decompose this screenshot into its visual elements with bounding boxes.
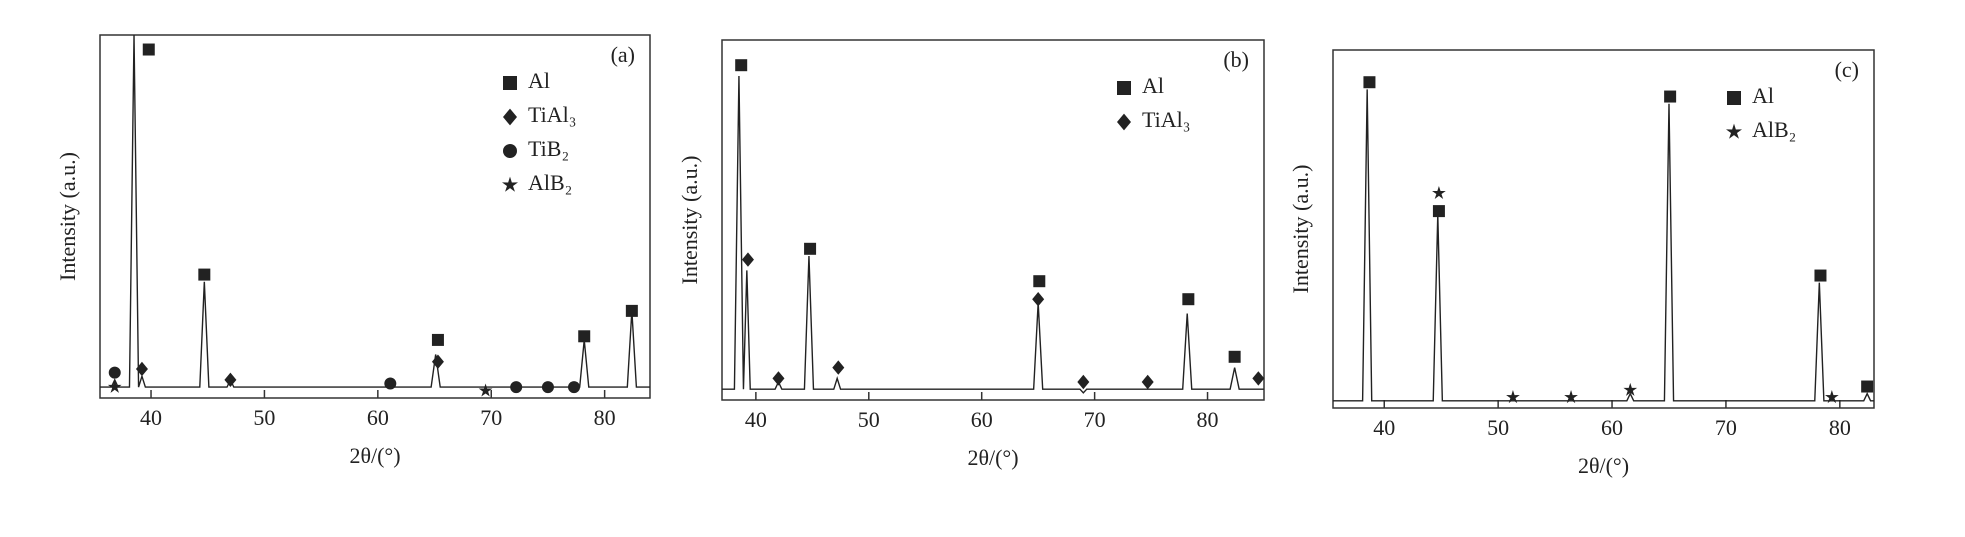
phase-marker	[1564, 390, 1578, 404]
legend-label: TiB₂	[528, 136, 569, 161]
phase-marker	[1141, 374, 1154, 390]
x-tick-label: 70	[480, 405, 502, 430]
y-axis-label: Intensity (a.u.)	[55, 152, 80, 281]
legend-label: TiAl₃	[528, 102, 576, 127]
legend-marker	[1117, 81, 1131, 95]
x-tick-label: 40	[140, 405, 162, 430]
legend-label: Al	[1752, 83, 1774, 108]
phase-marker	[108, 366, 121, 379]
xrd-pattern	[722, 75, 1264, 394]
phase-marker	[510, 381, 523, 394]
phase-marker	[541, 381, 554, 394]
phase-marker	[735, 59, 748, 72]
phase-marker	[384, 377, 397, 390]
legend-marker	[503, 144, 517, 158]
x-tick-label: 70	[1084, 407, 1106, 432]
phase-marker	[135, 361, 148, 377]
y-axis-label: Intensity (a.u.)	[677, 156, 702, 285]
phase-marker	[1432, 205, 1445, 218]
legend-label: TiAl₃	[1142, 107, 1190, 132]
phase-marker	[1506, 390, 1520, 404]
phase-marker	[1814, 269, 1827, 282]
phase-marker	[431, 354, 444, 369]
phase-marker	[1228, 350, 1241, 363]
legend-marker	[503, 108, 517, 126]
phase-marker	[625, 304, 638, 317]
legend-marker	[1727, 91, 1741, 105]
panel-label: (c)	[1835, 57, 1859, 82]
legend-marker	[1726, 123, 1742, 139]
legend-marker	[503, 76, 517, 90]
phase-marker	[224, 372, 237, 388]
x-tick-label: 40	[1373, 415, 1395, 440]
xrd-pattern	[1333, 89, 1874, 402]
phase-marker	[804, 242, 817, 255]
plot-frame	[721, 39, 1265, 401]
phase-marker	[832, 360, 845, 375]
phase-marker	[1252, 371, 1265, 386]
legend-label: AlB₂	[528, 170, 572, 195]
phase-marker	[1032, 292, 1045, 307]
x-tick-label: 50	[253, 405, 275, 430]
phase-marker	[1623, 382, 1638, 396]
phase-marker	[1077, 374, 1090, 390]
xrd-pattern	[100, 35, 650, 388]
phase-marker	[1033, 275, 1046, 288]
phase-marker	[198, 268, 211, 281]
legend-marker	[502, 176, 518, 192]
x-tick-label: 60	[971, 407, 993, 432]
phase-marker	[772, 371, 785, 386]
x-tick-label: 80	[1197, 407, 1219, 432]
phase-marker	[1861, 380, 1874, 393]
plot-frame	[1332, 49, 1875, 409]
plot-frame	[99, 34, 651, 399]
x-tick-label: 80	[594, 405, 616, 430]
panel-label: (b)	[1223, 47, 1249, 72]
phase-marker	[107, 379, 122, 393]
phase-marker	[568, 381, 581, 394]
x-axis-label: 2θ/(°)	[967, 445, 1018, 470]
x-tick-label: 80	[1829, 415, 1851, 440]
phase-marker	[1182, 293, 1195, 306]
legend-marker	[1117, 113, 1131, 131]
x-tick-label: 60	[1601, 415, 1623, 440]
x-tick-label: 70	[1715, 415, 1737, 440]
phase-marker	[741, 252, 754, 267]
phase-marker	[1664, 90, 1677, 103]
phase-marker	[142, 43, 155, 56]
x-axis-label: 2θ/(°)	[1578, 453, 1629, 478]
phase-marker	[431, 333, 444, 346]
panel-label: (a)	[611, 42, 635, 67]
y-axis-label: Intensity (a.u.)	[1288, 165, 1313, 294]
x-tick-label: 40	[745, 407, 767, 432]
phase-marker	[1825, 390, 1839, 404]
phase-marker	[578, 330, 591, 343]
x-tick-label: 50	[1487, 415, 1509, 440]
x-axis-label: 2θ/(°)	[349, 443, 400, 468]
legend-label: Al	[1142, 73, 1164, 98]
phase-marker	[1432, 186, 1446, 200]
phase-marker	[478, 383, 493, 397]
legend-label: Al	[528, 68, 550, 93]
x-tick-label: 50	[858, 407, 880, 432]
legend-label: AlB₂	[1752, 117, 1796, 142]
phase-marker	[1363, 76, 1376, 89]
x-tick-label: 60	[367, 405, 389, 430]
